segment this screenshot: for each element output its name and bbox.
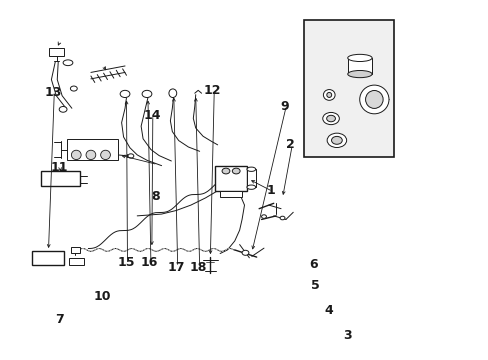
- Text: 11: 11: [50, 161, 68, 174]
- Bar: [304, 21, 393, 157]
- Ellipse shape: [86, 150, 96, 159]
- Bar: [220, 191, 242, 197]
- Text: 15: 15: [118, 256, 135, 269]
- Bar: [49, 48, 64, 56]
- Ellipse shape: [261, 215, 266, 219]
- Ellipse shape: [120, 90, 130, 98]
- Bar: [66, 139, 118, 160]
- Ellipse shape: [280, 216, 285, 220]
- Ellipse shape: [326, 115, 335, 122]
- Text: 6: 6: [309, 258, 317, 271]
- Text: 16: 16: [141, 256, 158, 269]
- Text: 7: 7: [55, 313, 63, 327]
- Ellipse shape: [347, 71, 371, 78]
- Text: 3: 3: [343, 329, 351, 342]
- Ellipse shape: [59, 107, 67, 112]
- Ellipse shape: [242, 250, 248, 255]
- Text: 5: 5: [310, 279, 319, 292]
- Text: 18: 18: [189, 261, 206, 274]
- Ellipse shape: [70, 86, 77, 91]
- Ellipse shape: [101, 150, 110, 159]
- Bar: [69, 258, 83, 265]
- Ellipse shape: [63, 60, 73, 66]
- Text: 14: 14: [143, 109, 160, 122]
- Ellipse shape: [359, 85, 388, 114]
- Bar: [41, 171, 80, 186]
- Text: 2: 2: [286, 138, 295, 150]
- Ellipse shape: [232, 168, 240, 174]
- Ellipse shape: [323, 90, 334, 100]
- Ellipse shape: [168, 89, 176, 98]
- Ellipse shape: [222, 168, 229, 174]
- Ellipse shape: [246, 185, 255, 189]
- Ellipse shape: [326, 133, 346, 148]
- Ellipse shape: [246, 167, 255, 171]
- Bar: [215, 166, 246, 191]
- Ellipse shape: [331, 136, 342, 144]
- Bar: [246, 169, 255, 187]
- Ellipse shape: [365, 90, 382, 108]
- Text: 8: 8: [151, 190, 160, 203]
- Ellipse shape: [128, 154, 134, 158]
- Text: 10: 10: [93, 290, 111, 303]
- Ellipse shape: [71, 150, 81, 159]
- Bar: [71, 247, 80, 253]
- Text: 1: 1: [266, 184, 275, 197]
- Text: 4: 4: [324, 305, 332, 318]
- Bar: [347, 58, 371, 74]
- Text: 13: 13: [44, 86, 62, 99]
- Ellipse shape: [322, 112, 339, 125]
- Ellipse shape: [326, 93, 331, 98]
- Text: 17: 17: [167, 261, 184, 274]
- Ellipse shape: [142, 90, 152, 98]
- Bar: [32, 251, 64, 265]
- Text: 9: 9: [280, 100, 289, 113]
- Text: 12: 12: [203, 84, 221, 97]
- Ellipse shape: [347, 54, 371, 62]
